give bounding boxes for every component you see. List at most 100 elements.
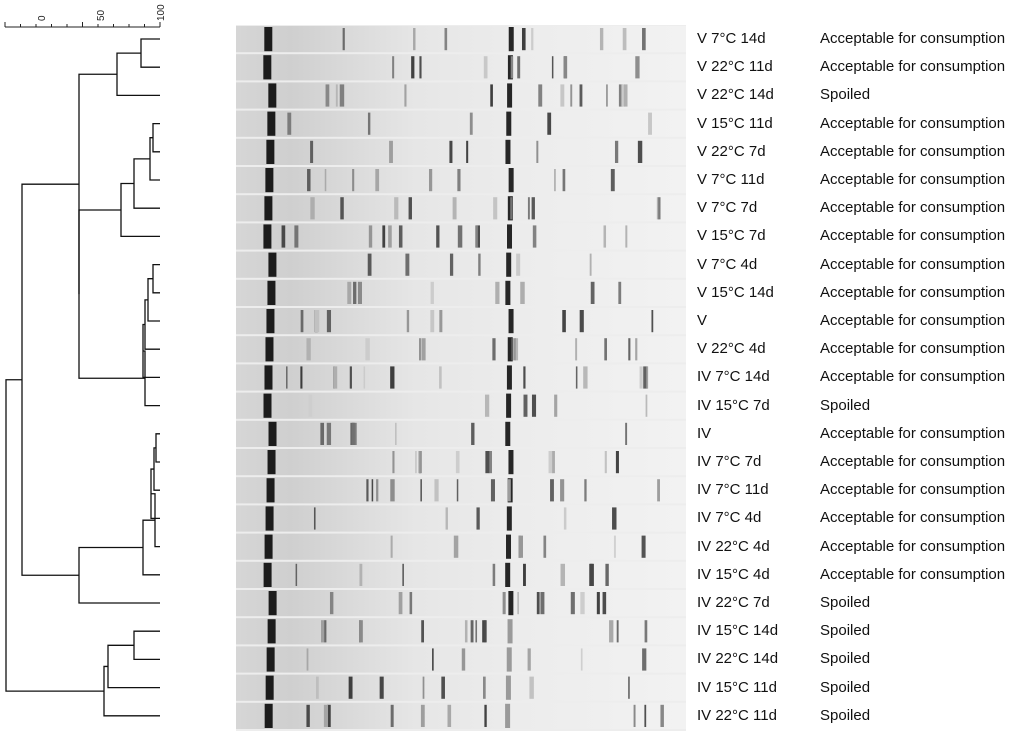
sample-label: IV 15°C 11d (697, 678, 777, 696)
similarity-scale: 0 50 100 (4, 4, 167, 28)
sample-label: IV 22°C 7d (697, 594, 770, 611)
dendrogram-branch (116, 52, 160, 97)
gel-lane (236, 26, 686, 53)
dendrogram-branch (133, 630, 160, 661)
gel-lane (236, 618, 686, 645)
sample-label: V 7°C 7d (697, 199, 758, 217)
sample-label: V 22°C 14d (697, 86, 774, 104)
sample-label: V 22°C 11d (697, 58, 773, 76)
sample-label: IV 15°C 7d (697, 396, 770, 414)
dgge-gel-image (236, 25, 686, 731)
gel-lane (236, 195, 686, 222)
gel-lane (236, 420, 686, 447)
status-label: Acceptable for consumption (820, 142, 1006, 160)
gel-lane (236, 505, 686, 532)
dendrogram-branches (5, 38, 160, 717)
dendrogram-branch (149, 137, 160, 181)
status-label: Acceptable for consumption (820, 424, 1006, 442)
gel-lane (236, 533, 686, 560)
sample-label: IV 7°C 14d (697, 368, 770, 386)
sample-label: V 22°C 7d (697, 142, 766, 160)
sample-label: V 15°C 11d (697, 114, 773, 132)
dendrogram: 0 50 100 (4, 4, 167, 717)
gel-lane (236, 392, 686, 419)
status-label: Acceptable for consumption (820, 171, 1006, 188)
status-label: Acceptable for consumption (820, 255, 1006, 273)
gel-lane (236, 449, 686, 476)
sample-label: IV 22°C 11d (697, 706, 777, 724)
sample-label: IV 7°C 4d (697, 509, 762, 527)
dendrogram-branch (78, 209, 145, 379)
status-label: Acceptable for consumption (820, 481, 1006, 499)
dendrogram-branch (153, 447, 160, 491)
sample-label: V 15°C 14d (697, 283, 774, 301)
sample-label: IV 22°C 14d (697, 650, 779, 668)
dendrogram-branch (140, 38, 160, 68)
status-label: Acceptable for consumption (820, 199, 1006, 217)
status-label: Spoiled (820, 650, 871, 668)
scale-tick-label-100: 100 (156, 4, 167, 21)
gel-lane (236, 561, 686, 588)
gel-lane (236, 82, 686, 109)
gel-lane (236, 251, 686, 278)
dendrogram-branch (103, 665, 160, 717)
sample-label: V 22°C 4d (697, 340, 766, 358)
gel-lane (236, 308, 686, 335)
scale-tick-label-0: 0 (37, 15, 48, 21)
status-label: Spoiled (820, 706, 871, 724)
status-label: Spoiled (820, 86, 871, 104)
status-label: Acceptable for consumption (820, 340, 1006, 358)
gel-lane (236, 702, 686, 729)
gel-lane (236, 279, 686, 306)
status-label: Acceptable for consumption (820, 114, 1006, 132)
dendrogram-branch (133, 158, 160, 209)
status-label: Spoiled (820, 594, 871, 611)
gel-lane (236, 364, 686, 391)
gel-lane (236, 590, 686, 617)
dendrogram-branch (155, 433, 160, 463)
dendrogram-branch (144, 299, 160, 350)
status-label: Acceptable for consumption (820, 453, 1006, 470)
status-label: Spoiled (820, 622, 871, 640)
dendrogram-branch (78, 73, 117, 295)
dendrogram-branch (142, 519, 160, 576)
status-label: Acceptable for consumption (820, 537, 1006, 555)
sample-label: V 7°C 4d (697, 255, 758, 273)
gel-lane (236, 646, 686, 673)
sample-label: V 7°C 11d (697, 171, 765, 188)
gel-lane (236, 110, 686, 137)
gel-lane (236, 138, 686, 165)
dendrogram-branch (152, 263, 160, 294)
gel-lane (236, 54, 686, 81)
status-label: Acceptable for consumption (820, 368, 1006, 386)
status-label: Acceptable for consumption (820, 227, 1006, 245)
dendrogram-branch (5, 379, 104, 692)
status-label: Acceptable for consumption (820, 312, 1006, 329)
sample-label: IV 15°C 14d (697, 622, 779, 640)
status-label: Acceptable for consumption (820, 58, 1006, 76)
sample-label: IV 7°C 7d (697, 453, 762, 470)
status-label: Acceptable for consumption (820, 565, 1006, 583)
status-label: Acceptable for consumption (820, 30, 1006, 47)
dendrogram-branch (143, 350, 160, 407)
status-label: Spoiled (820, 678, 871, 696)
sample-label: V 15°C 7d (697, 227, 766, 245)
sample-label: IV 22°C 4d (697, 537, 770, 555)
dendrogram-branch (147, 278, 160, 322)
gel-lane (236, 167, 686, 194)
gel-lane (236, 336, 686, 363)
status-label: Acceptable for consumption (820, 509, 1006, 527)
sample-label: IV (697, 424, 712, 442)
gel-lane (236, 477, 686, 504)
status-label: Acceptable for consumption (820, 283, 1006, 301)
dendrogram-branch (120, 182, 160, 238)
gel-lane (236, 674, 686, 701)
scale-tick-label-50: 50 (96, 9, 107, 21)
status-label: Spoiled (820, 396, 871, 414)
dendrogram-branch (21, 183, 79, 576)
sample-label: IV 15°C 4d (697, 565, 770, 583)
gel-lane (236, 223, 686, 250)
dendrogram-branch (152, 122, 160, 153)
sample-label: V (697, 312, 708, 329)
